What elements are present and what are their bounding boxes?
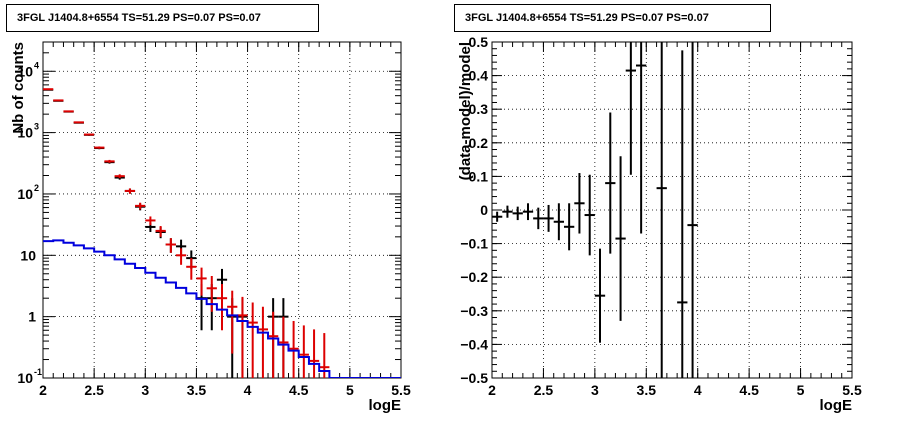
y-tick-exponent: -1 <box>34 367 42 377</box>
y-tick-label: 10 <box>17 186 33 202</box>
data-point <box>594 248 606 343</box>
model-point <box>73 121 84 124</box>
chart-title-right: 3FGL J1404.8+6554 TS=51.29 PS=0.07 PS=0.… <box>454 4 771 32</box>
data-point <box>492 211 503 222</box>
model-point <box>145 216 156 226</box>
data-point <box>615 156 626 321</box>
x-tick-label: 4 <box>694 382 702 398</box>
y-tick-label: 10 <box>20 247 36 263</box>
model-point <box>114 174 125 179</box>
model-point <box>165 238 176 253</box>
data-point <box>574 173 585 234</box>
y-tick-label: 10 <box>17 370 33 386</box>
model-point <box>268 311 279 378</box>
data-point <box>533 207 544 230</box>
model-point <box>186 258 197 280</box>
y-tick-exponent: 3 <box>34 122 39 132</box>
plot-data <box>43 88 401 378</box>
data-point <box>522 203 534 221</box>
chart-title-left: 3FGL J1404.8+6554 TS=51.29 PS=0.07 PS=0.… <box>6 4 319 32</box>
model-point <box>247 302 258 378</box>
x-tick-label: 2.5 <box>534 382 554 398</box>
y-tick-label: 10 <box>17 63 33 79</box>
data-point <box>636 42 647 234</box>
x-tick-label: 2 <box>39 382 47 398</box>
model-point <box>206 275 217 312</box>
data-point <box>543 204 554 232</box>
model-point <box>196 267 207 296</box>
data-point <box>553 203 564 241</box>
data-point <box>564 203 575 251</box>
plot-data <box>492 42 698 378</box>
model-point <box>308 329 320 378</box>
y-tick-label: 0.3 <box>469 101 489 117</box>
y-tick-label: −0.4 <box>460 336 488 352</box>
model-point <box>155 226 166 237</box>
x-tick-label: 4.5 <box>739 382 759 398</box>
model-point <box>83 133 95 136</box>
y-tick-label: 0.1 <box>469 168 489 184</box>
model-point <box>135 202 146 210</box>
y-tick-exponent: 2 <box>34 183 39 193</box>
model-step-line <box>43 239 401 378</box>
data-point <box>656 42 667 378</box>
y-tick-label: 1 <box>28 309 36 325</box>
model-point <box>175 248 187 265</box>
y-axis-label: (data-model)/model <box>457 42 474 180</box>
y-tick-label: 0.4 <box>469 68 489 84</box>
x-tick-label: 3.5 <box>187 382 207 398</box>
model-point <box>43 88 54 91</box>
y-tick-label: −0.3 <box>460 303 488 319</box>
data-point <box>687 42 698 378</box>
y-tick-label: −0.1 <box>460 236 488 252</box>
data-point <box>625 42 636 175</box>
data-point <box>512 206 523 221</box>
y-tick-exponent: 4 <box>34 60 39 70</box>
model-point <box>63 110 74 113</box>
model-point <box>227 290 238 354</box>
x-axis-label: logE <box>369 397 402 414</box>
y-tick-label: 0.5 <box>469 34 489 50</box>
model-point <box>124 188 136 194</box>
y-tick-label: −0.2 <box>460 269 488 285</box>
x-tick-label: 2 <box>488 382 496 398</box>
x-tick-label: 4.5 <box>289 382 309 398</box>
model-point <box>278 316 289 378</box>
x-tick-label: 3.5 <box>637 382 657 398</box>
x-tick-label: 4 <box>244 382 252 398</box>
y-tick-label: −0.5 <box>460 370 488 386</box>
panel-1: 2 2.5 3 3.5 4 4.5 5 5.5 −0.5 −0.4 −0.3 −0.2 −0.1 0 0.1… <box>457 34 862 414</box>
x-tick-label: 2.5 <box>84 382 104 398</box>
data-point <box>677 50 688 378</box>
model-point <box>288 320 299 378</box>
x-tick-label: 5 <box>346 382 354 398</box>
x-tick-label: 3 <box>591 382 599 398</box>
y-tick-label: 0.2 <box>469 135 489 151</box>
data-point <box>584 174 595 256</box>
data-point <box>502 205 513 218</box>
x-axis-label: logE <box>820 397 853 414</box>
model-point <box>298 325 309 378</box>
model-point <box>104 159 115 163</box>
x-tick-label: 5 <box>797 382 805 398</box>
y-axis-label: Nb of counts <box>10 42 27 134</box>
x-tick-label: 5.5 <box>391 382 411 398</box>
model-point <box>94 146 105 149</box>
model-point <box>53 99 64 102</box>
model-point <box>257 306 269 378</box>
x-tick-label: 5.5 <box>842 382 862 398</box>
x-tick-label: 3 <box>141 382 149 398</box>
model-point <box>216 284 228 331</box>
y-tick-label: 10 <box>17 125 33 141</box>
y-tick-label: 0 <box>480 202 488 218</box>
data-point <box>605 112 616 254</box>
model-point <box>237 296 248 378</box>
